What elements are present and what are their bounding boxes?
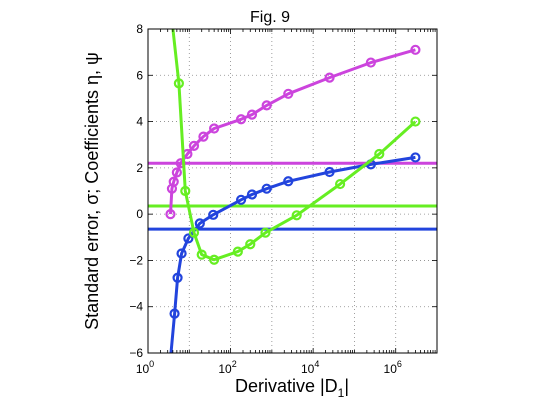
data-point bbox=[208, 209, 219, 220]
y-tick-label: −2 bbox=[129, 253, 143, 267]
series-line bbox=[169, 155, 416, 353]
series-line bbox=[169, 48, 416, 215]
data-point bbox=[232, 246, 243, 257]
data-point bbox=[165, 209, 176, 220]
data-point bbox=[168, 176, 179, 187]
data-point bbox=[245, 239, 256, 250]
data-series bbox=[165, 29, 421, 353]
x-tick-label: 100 bbox=[136, 359, 154, 376]
data-point bbox=[188, 140, 200, 151]
data-point bbox=[410, 116, 421, 127]
data-point bbox=[171, 167, 182, 178]
y-axis-label: Standard error, σ; Coefficients η, ψ bbox=[82, 52, 102, 330]
y-tick-label: 0 bbox=[136, 207, 143, 221]
data-point bbox=[410, 152, 421, 163]
data-point bbox=[198, 131, 209, 142]
data-point bbox=[209, 123, 220, 134]
data-point bbox=[365, 57, 376, 68]
grid-lines bbox=[148, 29, 437, 353]
x-tick-label: 106 bbox=[384, 359, 402, 376]
data-point bbox=[374, 148, 385, 160]
y-tick-label: 2 bbox=[136, 161, 143, 175]
data-point bbox=[410, 44, 421, 55]
series-line bbox=[171, 29, 417, 262]
data-point bbox=[260, 227, 271, 238]
data-point bbox=[261, 183, 272, 194]
data-point bbox=[283, 176, 294, 187]
chart-title: Fig. 9 bbox=[250, 9, 290, 26]
data-point bbox=[324, 72, 335, 83]
data-point bbox=[261, 100, 272, 111]
x-axis-label: Derivative |D1| bbox=[235, 376, 349, 400]
y-tick-label: −4 bbox=[129, 300, 143, 314]
data-point bbox=[246, 189, 258, 200]
y-tick-label: −6 bbox=[129, 346, 143, 360]
x-tick-label: 104 bbox=[301, 359, 319, 376]
data-point bbox=[209, 254, 220, 265]
data-point bbox=[173, 78, 184, 89]
data-point bbox=[188, 227, 200, 238]
data-point bbox=[246, 109, 258, 120]
data-point bbox=[172, 272, 183, 283]
data-point bbox=[180, 185, 191, 197]
data-point bbox=[236, 194, 247, 205]
data-point bbox=[324, 166, 335, 178]
data-point bbox=[176, 248, 187, 259]
plot-frame bbox=[147, 28, 438, 354]
data-point bbox=[169, 308, 180, 319]
y-tick-label: 4 bbox=[136, 115, 143, 129]
y-axis-ticks: −6 −4 −2 0 2 4 6 8 bbox=[129, 22, 437, 360]
data-point bbox=[283, 88, 294, 99]
x-axis-ticks: 100 102 104 106 bbox=[136, 29, 436, 376]
series-clip-group bbox=[165, 29, 421, 353]
data-point bbox=[335, 178, 346, 190]
x-tick-label: 102 bbox=[218, 359, 236, 376]
data-point bbox=[236, 114, 247, 125]
data-point bbox=[194, 218, 205, 229]
data-point bbox=[196, 249, 207, 260]
data-point bbox=[291, 210, 302, 221]
data-point bbox=[183, 233, 194, 244]
y-tick-label: 6 bbox=[136, 68, 143, 82]
y-tick-label: 8 bbox=[136, 22, 143, 36]
